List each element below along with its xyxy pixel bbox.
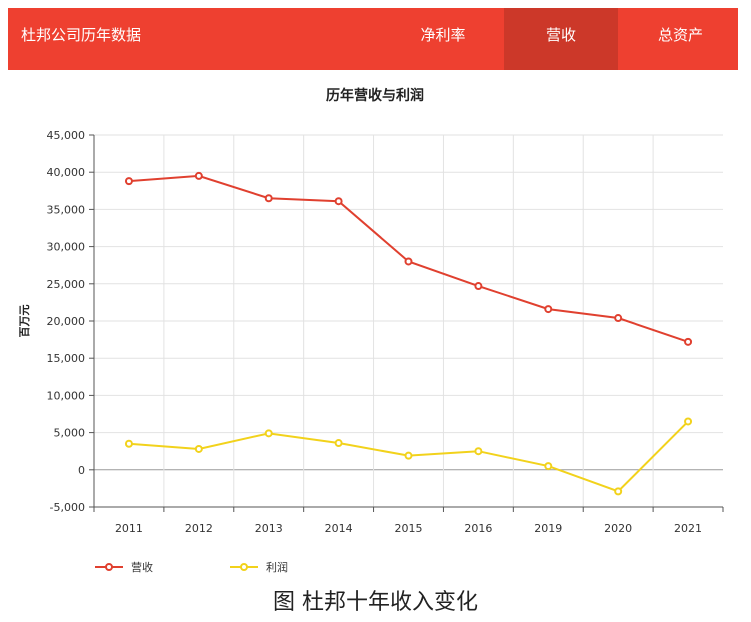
- revenue-profit-chart: 历年营收与利润 -5,000 0 5,000 10,000 15,000 20,000 25,…: [18, 87, 724, 574]
- y-axis-label: 百万元: [18, 305, 31, 338]
- data-point: [474, 282, 483, 291]
- data-point: [544, 305, 553, 314]
- x-tick-label: 2012: [185, 522, 213, 535]
- x-tick-label: 2015: [395, 522, 423, 535]
- x-tick-label: 2019: [534, 522, 562, 535]
- data-point: [614, 314, 623, 323]
- x-tick-label: 2011: [115, 522, 143, 535]
- data-point: [194, 444, 203, 453]
- y-tick-label: 45,000: [47, 129, 86, 142]
- y-tick-label: 5,000: [54, 427, 86, 440]
- y-tick-label: 15,000: [47, 352, 86, 365]
- data-point: [124, 177, 133, 186]
- tab-net-margin[interactable]: 净利率: [420, 26, 466, 44]
- header-bar: 杜邦公司历年数据 净利率 营收 总资产: [8, 8, 738, 70]
- data-point: [684, 337, 693, 346]
- y-tick-label: 10,000: [47, 389, 86, 402]
- data-point: [194, 171, 203, 180]
- legend-marker: [240, 563, 248, 571]
- data-point: [334, 439, 343, 448]
- x-tick-label: 2013: [255, 522, 283, 535]
- data-point: [544, 462, 553, 471]
- y-tick-label: 30,000: [47, 241, 86, 254]
- data-point: [334, 197, 343, 206]
- legend-label: 利润: [266, 560, 288, 574]
- data-point: [404, 257, 413, 266]
- data-point: [474, 447, 483, 456]
- data-point: [264, 194, 273, 203]
- data-point: [264, 429, 273, 438]
- y-tick-label: 20,000: [47, 315, 86, 328]
- app-title: 杜邦公司历年数据: [21, 26, 142, 44]
- x-tick-label: 2021: [674, 522, 702, 535]
- tab-revenue[interactable]: 营收: [504, 8, 618, 70]
- tab-total-assets[interactable]: 总资产: [657, 26, 703, 44]
- y-tick-label: 0: [78, 464, 85, 477]
- chart-title: 历年营收与利润: [326, 87, 424, 104]
- x-tick-label: 2020: [604, 522, 632, 535]
- data-point: [614, 487, 623, 496]
- y-tick-label: 25,000: [47, 278, 86, 291]
- y-tick-label: 35,000: [47, 203, 86, 216]
- figure-caption: 图 杜邦十年收入变化: [273, 590, 478, 615]
- x-tick-label: 2016: [464, 522, 492, 535]
- legend-marker: [105, 563, 113, 571]
- data-point: [684, 417, 693, 426]
- data-point: [124, 439, 133, 448]
- data-point: [404, 451, 413, 460]
- y-tick-label: -5,000: [50, 501, 85, 514]
- x-tick-label: 2014: [325, 522, 353, 535]
- y-tick-label: 40,000: [47, 166, 86, 179]
- legend-label: 营收: [131, 560, 153, 574]
